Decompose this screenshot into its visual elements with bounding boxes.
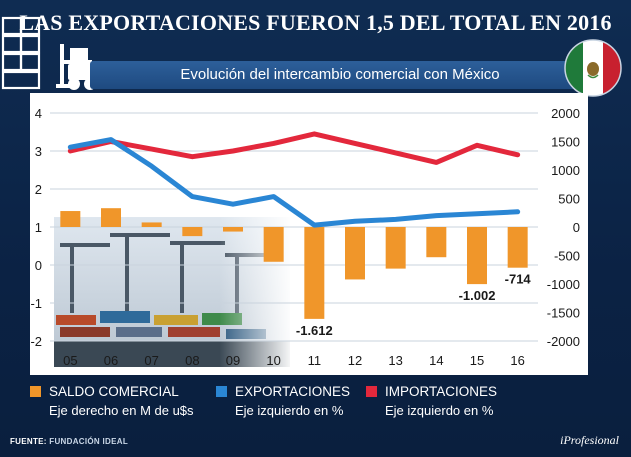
left-axis-tick-label: 4 <box>35 106 42 121</box>
line-exportaciones <box>67 137 521 228</box>
source-label: FUENTE: <box>10 437 47 446</box>
bar-saldo <box>263 227 284 262</box>
right-axis-tick-label: 500 <box>558 192 580 207</box>
right-axis-tick-label: -500 <box>554 249 580 264</box>
legend-swatch-saldo <box>30 386 41 397</box>
source-note: FUENTE: FUNDACIÓN IDEAL <box>10 437 128 446</box>
bar-saldo <box>385 227 406 269</box>
legend-swatch-exportaciones <box>216 386 227 397</box>
brand-logo: iProfesional <box>560 433 619 447</box>
legend: SALDO COMERCIAL Eje derecho en M de u$s … <box>30 384 600 424</box>
legend-label-saldo: SALDO COMERCIAL <box>49 384 179 399</box>
axis-labels: 43210-1-22000150010005000-500-1000-1500-… <box>30 106 580 368</box>
right-axis-tick-label: 1000 <box>551 163 580 178</box>
bar-saldo <box>60 211 81 227</box>
bar-saldo <box>101 208 121 227</box>
data-label: -714 <box>505 272 532 287</box>
legend-label-exportaciones: EXPORTACIONES <box>235 384 351 399</box>
data-label: -1.612 <box>296 323 333 338</box>
right-axis-tick-label: -1000 <box>547 277 580 292</box>
saldo-bars <box>60 208 528 319</box>
bar-saldo <box>426 227 447 258</box>
left-axis-tick-label: 2 <box>35 182 42 197</box>
bar-saldo <box>507 227 528 268</box>
legend-label-importaciones: IMPORTACIONES <box>385 384 498 399</box>
port-photo <box>54 217 290 367</box>
bar-saldo <box>304 227 325 319</box>
x-axis-tick-label: 12 <box>348 353 362 368</box>
bar-saldo <box>223 227 243 232</box>
left-axis-tick-label: 0 <box>35 258 42 273</box>
source-value: FUNDACIÓN IDEAL <box>49 437 129 446</box>
gridlines <box>50 112 538 342</box>
bar-saldo <box>345 227 365 280</box>
legend-sub-exportaciones: Eje izquierdo en % <box>235 403 344 418</box>
x-axis-tick-label: 16 <box>510 353 524 368</box>
bar-saldo <box>467 227 487 285</box>
left-axis-tick-label: 1 <box>35 220 42 235</box>
right-axis-tick-label: 2000 <box>551 106 580 121</box>
legend-item-saldo: SALDO COMERCIAL Eje derecho en M de u$s <box>30 384 194 418</box>
x-axis-tick-label: 14 <box>429 353 443 368</box>
line-importaciones <box>67 131 521 165</box>
legend-sub-importaciones: Eje izquierdo en % <box>385 403 494 418</box>
legend-item-exportaciones: EXPORTACIONES Eje izquierdo en % <box>216 384 350 418</box>
subtitle-bar: Evolución del intercambio comercial con … <box>90 61 590 89</box>
bar-saldo <box>182 227 203 237</box>
right-axis-tick-label: 0 <box>573 220 580 235</box>
x-axis-tick-label: 10 <box>266 353 280 368</box>
chart-area: 43210-1-22000150010005000-500-1000-1500-… <box>30 93 588 375</box>
forklift-boxes-icon <box>1 16 96 90</box>
legend-swatch-importaciones <box>366 386 377 397</box>
legend-item-importaciones: IMPORTACIONES Eje izquierdo en % <box>366 384 497 418</box>
x-axis-tick-label: 13 <box>388 353 402 368</box>
x-axis-tick-label: 06 <box>104 353 118 368</box>
chart-subtitle: Evolución del intercambio comercial con … <box>180 66 500 83</box>
x-axis-tick-label: 11 <box>308 353 322 368</box>
right-axis-tick-label: -1500 <box>547 306 580 321</box>
right-axis-tick-label: -2000 <box>547 334 580 349</box>
x-axis-tick-label: 08 <box>185 353 199 368</box>
left-axis-tick-label: -2 <box>30 334 42 349</box>
x-axis-tick-label: 05 <box>63 353 77 368</box>
bar-saldo <box>141 222 162 227</box>
page-title: LAS EXPORTACIONES FUERON 1,5 DEL TOTAL E… <box>19 10 612 35</box>
mexico-flag-icon <box>564 39 622 97</box>
trend-lines <box>67 131 521 228</box>
left-axis-tick-label: 3 <box>35 144 42 159</box>
x-axis-tick-label: 09 <box>226 353 240 368</box>
legend-sub-saldo: Eje derecho en M de u$s <box>49 403 194 418</box>
x-axis-tick-label: 15 <box>470 353 484 368</box>
right-axis-tick-label: 1500 <box>551 135 580 150</box>
data-label: -1.002 <box>459 288 496 303</box>
x-axis-tick-label: 07 <box>144 353 158 368</box>
left-axis-tick-label: -1 <box>30 296 42 311</box>
